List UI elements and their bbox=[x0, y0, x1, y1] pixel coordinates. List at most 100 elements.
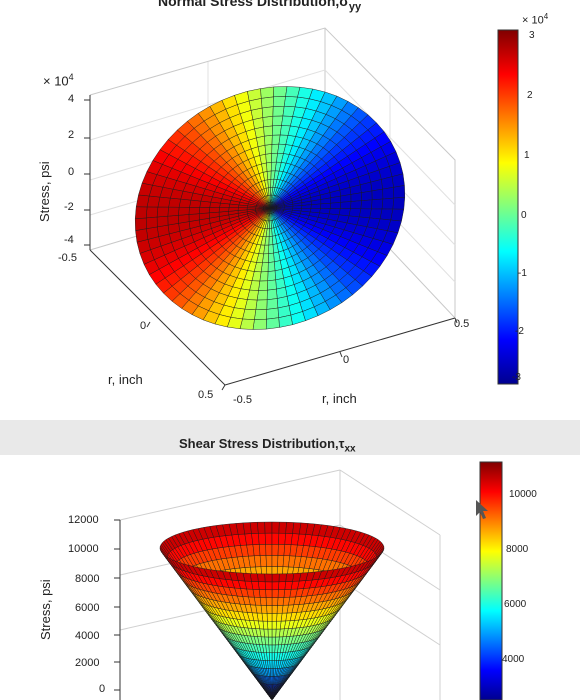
bottom-z-tick: 0 bbox=[99, 683, 106, 695]
normal-stress-surface bbox=[134, 86, 406, 330]
cone-patch bbox=[277, 597, 285, 606]
bottom-chart-title: Shear Stress Distribution,τxx bbox=[179, 436, 356, 455]
surface-patch bbox=[266, 170, 272, 180]
bottom-colorbar-tick: 6000 bbox=[504, 599, 527, 610]
cone-patch bbox=[249, 521, 259, 534]
surface-patch bbox=[320, 202, 332, 209]
surface-patch bbox=[359, 208, 372, 219]
surface-patch bbox=[348, 208, 362, 218]
cone-patch bbox=[278, 532, 286, 545]
surface-patch bbox=[272, 96, 286, 107]
surface-patch bbox=[265, 153, 272, 164]
surface-patch bbox=[292, 205, 303, 209]
surface-patch bbox=[268, 244, 274, 254]
surface-patch bbox=[340, 201, 352, 209]
cone-patch bbox=[257, 573, 266, 583]
surface-patch bbox=[255, 299, 268, 311]
cone-patch bbox=[259, 555, 267, 567]
cone-patch bbox=[258, 589, 267, 598]
surface-patch bbox=[145, 206, 159, 219]
surface-patch bbox=[167, 215, 179, 226]
surface-patch bbox=[350, 192, 362, 202]
cone-patch bbox=[276, 612, 283, 622]
cone-patch bbox=[266, 605, 273, 614]
surface-patch bbox=[381, 197, 395, 210]
bottom-colorbar-tick: 4000 bbox=[502, 654, 525, 665]
cone-patch bbox=[277, 589, 286, 598]
cone-patch bbox=[271, 660, 275, 669]
top-z-tick: -2 bbox=[64, 201, 74, 213]
top-colorbar-exponent: × 104 bbox=[522, 12, 549, 27]
surface-patch bbox=[189, 199, 202, 208]
cone-patch bbox=[159, 547, 168, 560]
surface-patch bbox=[178, 214, 190, 224]
cone-patch bbox=[271, 613, 278, 622]
top-colorbar-tick: -3 bbox=[512, 372, 521, 383]
top-y-tick: 0.5 bbox=[454, 318, 470, 330]
surface-patch bbox=[156, 215, 169, 228]
top-colorbar-tick: 3 bbox=[529, 30, 535, 41]
surface-patch bbox=[382, 187, 395, 200]
cone-patch bbox=[264, 581, 273, 591]
cone-patch bbox=[285, 573, 295, 582]
top-x-axis-label: r, inch bbox=[108, 372, 143, 387]
surface-patch bbox=[263, 125, 273, 137]
cone-patch bbox=[271, 636, 276, 646]
cone-patch bbox=[271, 605, 278, 614]
cone-patch bbox=[266, 613, 273, 622]
cone-patch bbox=[271, 532, 280, 545]
cone-patch bbox=[277, 544, 286, 556]
cone-patch bbox=[267, 628, 273, 638]
tick-marks bbox=[84, 99, 458, 691]
top-y-tick: -0.5 bbox=[233, 394, 252, 406]
surface-patch bbox=[380, 141, 397, 157]
cone-patch bbox=[282, 596, 291, 606]
surface-patch bbox=[261, 106, 274, 118]
surface-patch bbox=[310, 203, 322, 209]
top-x-tick: 0.5 bbox=[198, 389, 214, 401]
surface-patch bbox=[237, 207, 248, 211]
top-colorbar-tick: 0 bbox=[521, 210, 527, 221]
tick-mark bbox=[221, 384, 226, 391]
surface-patch bbox=[228, 207, 239, 212]
cone-patch bbox=[271, 668, 275, 677]
surface-patch bbox=[264, 144, 273, 155]
bottom-z-tick: 12000 bbox=[68, 514, 99, 526]
cone-patch bbox=[253, 555, 262, 568]
surface-patch bbox=[301, 204, 312, 209]
surface-patch bbox=[267, 279, 277, 291]
surface-patch bbox=[178, 206, 190, 216]
top-y-tick: 0 bbox=[343, 354, 350, 366]
bottom-z-tick: 4000 bbox=[75, 630, 100, 642]
surface-patch bbox=[266, 307, 279, 320]
surface-patch bbox=[135, 194, 150, 208]
cone-patch bbox=[278, 573, 287, 583]
top-z-exponent: × 104 bbox=[43, 72, 74, 89]
surface-patch bbox=[371, 188, 384, 201]
cone-patch bbox=[267, 620, 273, 630]
surface-patch bbox=[360, 199, 373, 210]
surface-patch bbox=[218, 207, 230, 213]
cone-patch bbox=[271, 597, 279, 606]
surface-patch bbox=[198, 207, 210, 214]
top-x-tick: -0.5 bbox=[58, 252, 77, 264]
tick-mark bbox=[146, 321, 151, 328]
surface-patch bbox=[134, 206, 148, 220]
surface-patch bbox=[266, 162, 272, 172]
surface-patch bbox=[264, 134, 273, 146]
surface-patch bbox=[168, 197, 181, 208]
top-y-axis-label: r, inch bbox=[322, 391, 357, 406]
surface-patch bbox=[260, 86, 275, 99]
top-colorbar bbox=[497, 29, 519, 385]
bottom-z-axis-label: Stress, psi bbox=[38, 579, 53, 640]
bottom-colorbar bbox=[479, 461, 503, 700]
bottom-z-tick: 2000 bbox=[75, 657, 100, 669]
cone-patch bbox=[252, 544, 261, 557]
cone-patch bbox=[264, 532, 273, 545]
cone-patch bbox=[251, 533, 260, 545]
surface-patch bbox=[371, 198, 384, 210]
cone-patch bbox=[275, 620, 282, 630]
cone-patch bbox=[271, 652, 275, 661]
